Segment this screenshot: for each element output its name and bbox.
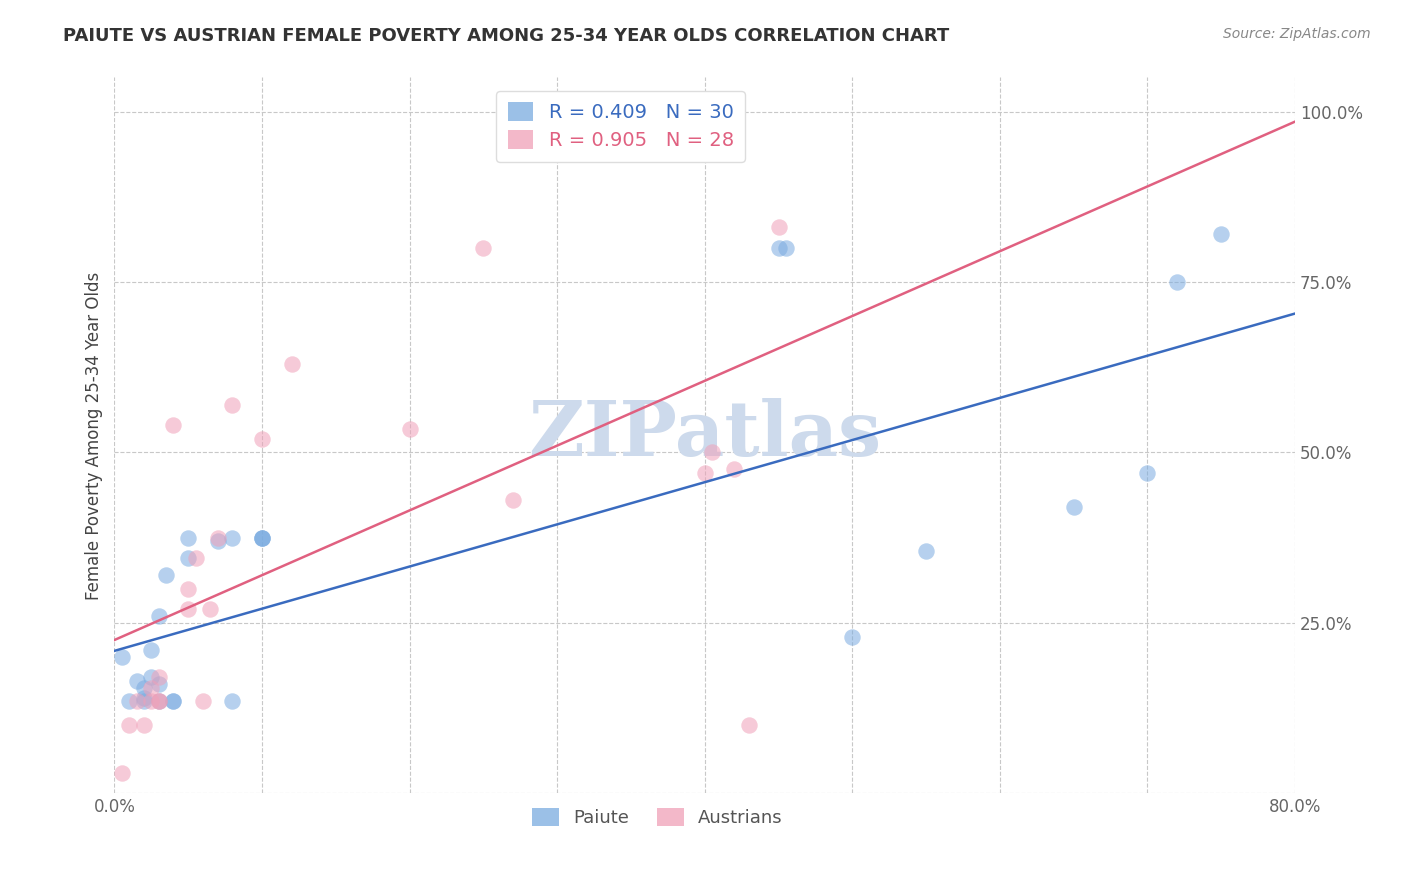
Point (177, 602, 200, 616)
Point (125, 673, 148, 688)
Point (250, 432, 273, 446)
Point (280, 357, 302, 371)
Text: Source: ZipAtlas.com: Source: ZipAtlas.com (1223, 27, 1371, 41)
Point (221, 694, 243, 708)
Point (148, 694, 170, 708)
Point (191, 694, 214, 708)
Point (132, 690, 155, 705)
Point (738, 718, 761, 732)
Point (250, 531, 273, 545)
Point (148, 677, 170, 691)
Point (250, 531, 273, 545)
Point (841, 630, 863, 644)
Point (723, 462, 745, 476)
Y-axis label: Female Poverty Among 25-34 Year Olds: Female Poverty Among 25-34 Year Olds (86, 271, 103, 599)
Point (1166, 275, 1188, 289)
Point (200, 602, 222, 616)
Point (111, 650, 134, 665)
Point (148, 694, 170, 708)
Text: ZIPatlas: ZIPatlas (529, 399, 882, 473)
Point (111, 765, 134, 780)
Point (1211, 227, 1233, 242)
Point (118, 694, 141, 708)
Point (221, 531, 243, 545)
Point (1136, 466, 1159, 480)
Point (693, 466, 716, 480)
Point (118, 718, 141, 732)
Point (162, 694, 184, 708)
Point (207, 534, 229, 549)
Point (177, 582, 200, 596)
Point (141, 694, 163, 708)
Point (141, 643, 163, 657)
Point (207, 531, 229, 545)
Point (650, 118, 672, 132)
Point (700, 445, 723, 459)
Point (155, 568, 177, 582)
Point (250, 531, 273, 545)
Point (472, 241, 495, 255)
Point (398, 421, 420, 435)
Point (141, 681, 163, 695)
Point (502, 493, 524, 508)
Point (177, 531, 200, 545)
Point (1063, 500, 1085, 514)
Point (141, 670, 163, 684)
Point (162, 694, 184, 708)
Point (148, 670, 170, 684)
Point (132, 718, 155, 732)
Text: PAIUTE VS AUSTRIAN FEMALE POVERTY AMONG 25-34 YEAR OLDS CORRELATION CHART: PAIUTE VS AUSTRIAN FEMALE POVERTY AMONG … (63, 27, 949, 45)
Point (768, 241, 790, 255)
Point (221, 398, 243, 412)
Point (162, 418, 184, 433)
Point (132, 681, 155, 695)
Point (768, 220, 790, 235)
Point (125, 694, 148, 708)
Legend: Paiute, Austrians: Paiute, Austrians (524, 801, 790, 834)
Point (915, 544, 938, 558)
Point (132, 694, 155, 708)
Point (184, 551, 207, 566)
Point (177, 551, 200, 566)
Point (775, 241, 797, 255)
Point (148, 609, 170, 624)
Point (148, 694, 170, 708)
